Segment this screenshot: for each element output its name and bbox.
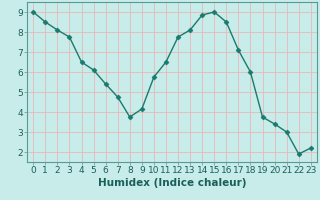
X-axis label: Humidex (Indice chaleur): Humidex (Indice chaleur) <box>98 178 246 188</box>
